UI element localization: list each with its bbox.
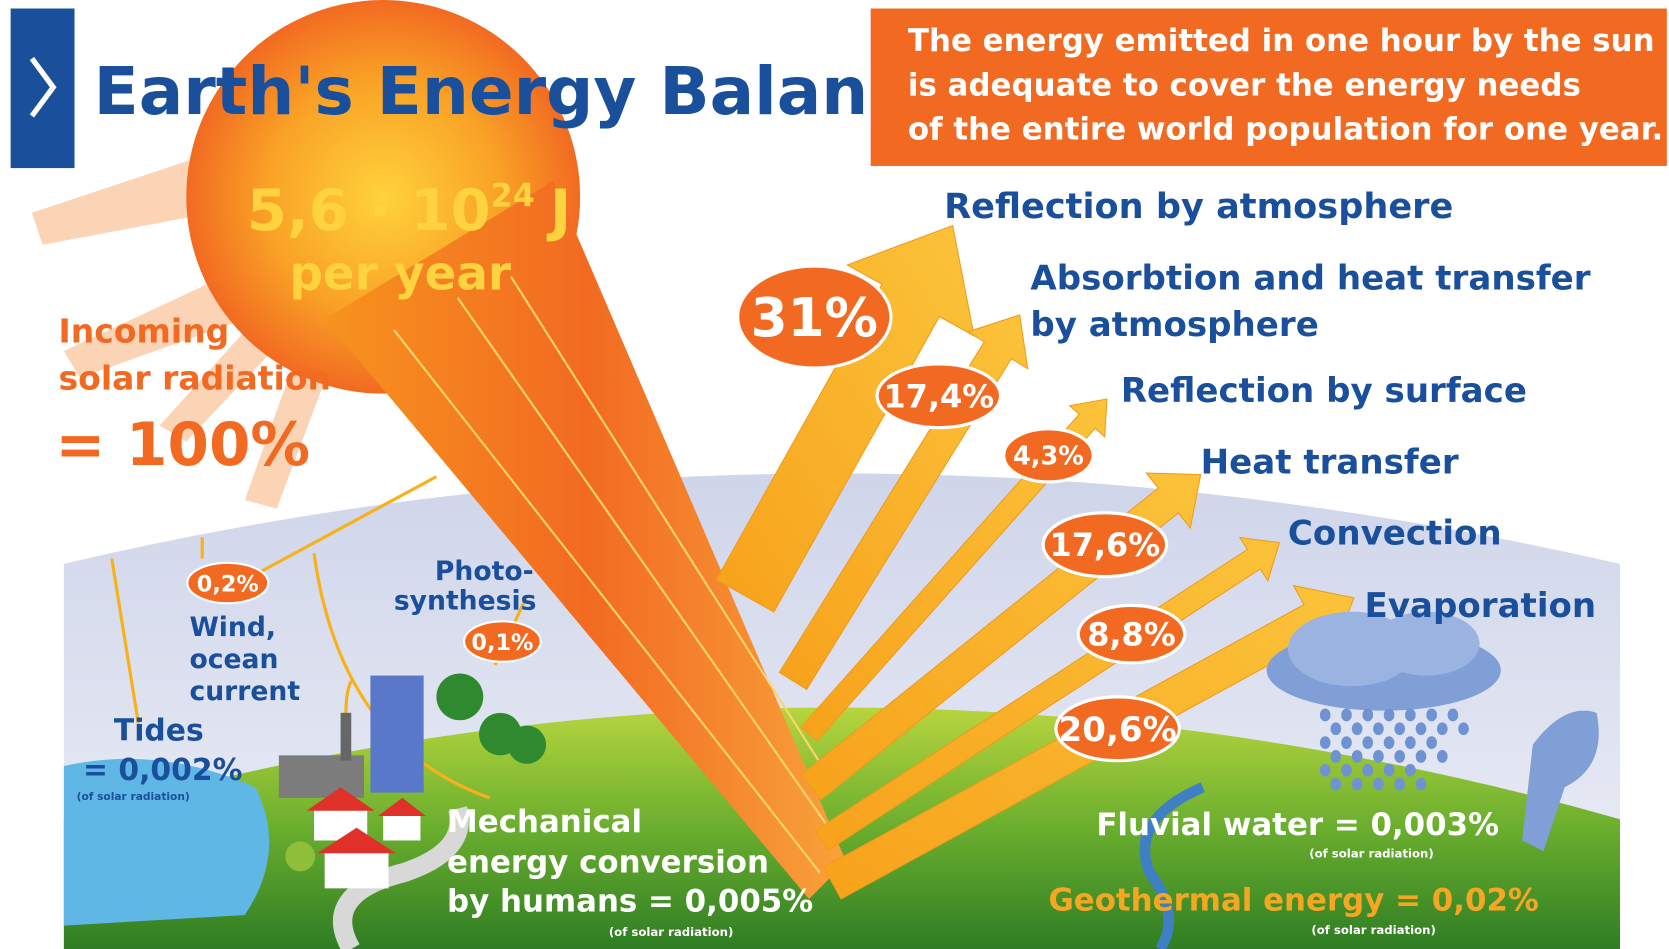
flow-label: Reflection by surface: [1121, 371, 1527, 411]
mechanical-line: energy conversion: [447, 844, 769, 880]
tides-note: (of solar radiation): [77, 790, 190, 803]
raindrop: [1341, 764, 1352, 777]
mechanical-line: by humans = 0,005%: [447, 884, 813, 920]
flow-percent: 4,3%: [1013, 442, 1084, 472]
sun-mantissa: 5,6 · 10: [247, 177, 491, 244]
page: Earth's Energy Balance { "header": {"tit…: [0, 0, 1669, 949]
raindrop: [1384, 736, 1395, 749]
tree: [436, 673, 483, 720]
raindrop: [1320, 736, 1331, 749]
mechanical-note: (of solar radiation): [609, 925, 733, 939]
wind-line: Wind,: [189, 612, 276, 643]
raindrop: [1384, 764, 1395, 777]
header-marker: [11, 9, 75, 169]
callout: The energy emitted in one hour by the su…: [908, 23, 1663, 147]
tower: [370, 676, 423, 793]
raindrop: [1320, 764, 1331, 777]
raindrop: [1448, 709, 1459, 722]
raindrop: [1394, 750, 1405, 763]
tree: [285, 842, 315, 872]
tides-value: = 0,002%: [83, 753, 242, 788]
flow-percent: 31%: [751, 287, 878, 349]
raindrop: [1405, 764, 1416, 777]
raindrop: [1331, 750, 1342, 763]
raindrop: [1437, 722, 1448, 735]
factory: [279, 755, 364, 798]
raindrop: [1416, 722, 1427, 735]
raindrop: [1373, 778, 1384, 791]
flow-label: Reflection by atmosphere: [944, 186, 1453, 227]
title: Earth's Energy Balance: [94, 53, 952, 130]
raindrop: [1341, 736, 1352, 749]
flow-label: Heat transfer: [1201, 442, 1459, 482]
raindrop: [1373, 722, 1384, 735]
photo-percent: 0,1%: [471, 630, 533, 656]
wind-line: current: [189, 676, 300, 707]
chimney: [341, 713, 352, 761]
callout-line: of the entire world population for one y…: [908, 111, 1663, 147]
flow-label: Evaporation: [1365, 586, 1597, 626]
infographic: Earth's Energy Balance The energy emitte…: [0, 0, 1669, 949]
incoming-line: solar radiation: [59, 358, 331, 397]
raindrop: [1437, 750, 1448, 763]
wind-percent: 0,2%: [197, 572, 259, 598]
raindrop: [1384, 709, 1395, 722]
raindrop: [1416, 778, 1427, 791]
flow-label: Convection: [1288, 514, 1502, 554]
geothermal-note: (of solar radiation): [1311, 923, 1435, 937]
raindrop: [1458, 722, 1469, 735]
mechanical-line: Mechanical: [447, 804, 642, 840]
raindrop: [1352, 778, 1363, 791]
raindrop: [1394, 778, 1405, 791]
raindrop: [1331, 778, 1342, 791]
raindrop: [1362, 764, 1373, 777]
ray: [32, 160, 213, 245]
sun-exponent: 24: [491, 176, 535, 214]
tides-label: Tides: [114, 713, 204, 748]
raindrop: [1320, 709, 1331, 722]
tree: [508, 726, 546, 764]
flow-percent: 20,6%: [1059, 710, 1177, 750]
incoming-total: = 100%: [55, 411, 310, 480]
flow-percent: 8,8%: [1087, 616, 1176, 654]
raindrop: [1362, 709, 1373, 722]
sun-period: per year: [289, 247, 511, 301]
fluvial-label: Fluvial water = 0,003%: [1096, 807, 1499, 843]
house: [383, 814, 420, 841]
raindrop: [1405, 736, 1416, 749]
raindrop: [1341, 709, 1352, 722]
callout-line: The energy emitted in one hour by the su…: [908, 23, 1655, 59]
incoming-line: Incoming: [59, 312, 230, 351]
flow-percent: 17,4%: [883, 377, 994, 415]
raindrop: [1416, 750, 1427, 763]
callout-line: is adequate to cover the energy needs: [908, 68, 1581, 104]
body: Earth's Energy Balance The energy emitte…: [0, 0, 1669, 949]
raindrop: [1362, 736, 1373, 749]
raindrop: [1331, 722, 1342, 735]
fluvial-note: (of solar radiation): [1309, 847, 1433, 861]
raindrop: [1352, 750, 1363, 763]
raindrop: [1405, 709, 1416, 722]
flow-percent: 17,6%: [1049, 526, 1160, 564]
photo-line: Photo-: [435, 556, 534, 587]
photo-line: synthesis: [394, 586, 537, 617]
raindrop: [1426, 736, 1437, 749]
raindrop: [1373, 750, 1384, 763]
flow-label: by atmosphere: [1030, 305, 1318, 345]
flow-label: Absorbtion and heat transfer: [1030, 258, 1590, 298]
raindrop: [1352, 722, 1363, 735]
sun-unit: J: [546, 177, 571, 244]
house: [325, 851, 389, 888]
wind-line: ocean: [189, 644, 278, 675]
geothermal-label: Geothermal energy = 0,02%: [1048, 883, 1538, 919]
raindrop: [1426, 709, 1437, 722]
raindrop: [1394, 722, 1405, 735]
